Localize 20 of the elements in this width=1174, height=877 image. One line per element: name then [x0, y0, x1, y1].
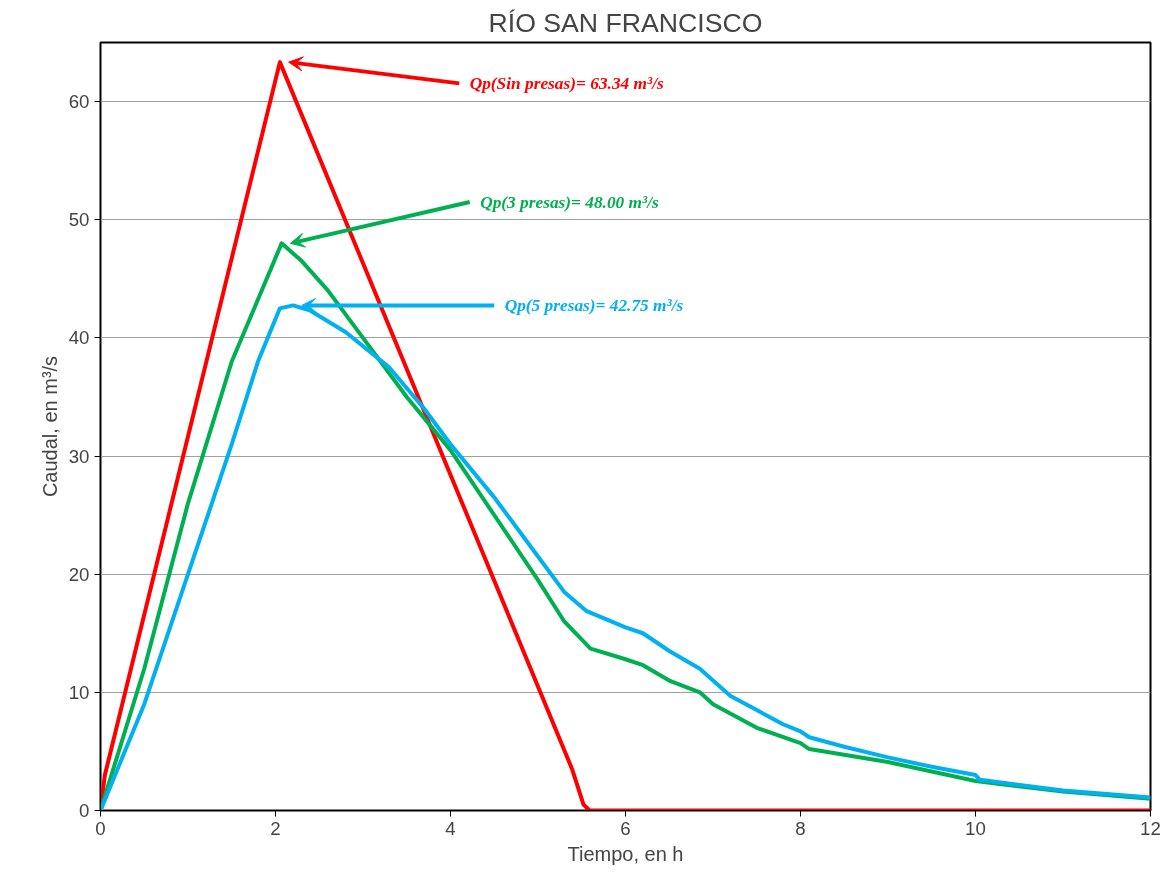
annotation: Qp(3 presas)= 48.00 m³/s [480, 192, 660, 212]
annotation: Qp(Sin presas)= 63.34 m³/s [469, 73, 665, 93]
y-tick-label: 10 [68, 681, 90, 703]
y-tick-label: 20 [68, 563, 90, 585]
x-tick-label: 8 [795, 817, 806, 839]
y-tick-label: 60 [68, 91, 90, 113]
y-axis-title: Caudal, en m³/s [38, 355, 61, 498]
chart-title: RÍO SAN FRANCISCO [488, 7, 763, 38]
y-tick-label: 40 [68, 327, 90, 349]
x-tick-label: 10 [965, 817, 986, 839]
x-tick-label: 0 [95, 817, 106, 839]
x-axis-title: Tiempo, en h [567, 842, 684, 865]
x-tick-label: 4 [445, 817, 456, 839]
y-tick-label: 30 [68, 445, 90, 467]
y-tick-label: 0 [79, 800, 90, 821]
x-tick-label: 6 [620, 817, 631, 839]
y-tick-label: 50 [68, 209, 90, 231]
x-tick-label: 2 [270, 817, 281, 839]
annotation: Qp(5 presas)= 42.75 m³/s [504, 295, 684, 315]
x-tick-label: 12 [1140, 817, 1161, 839]
